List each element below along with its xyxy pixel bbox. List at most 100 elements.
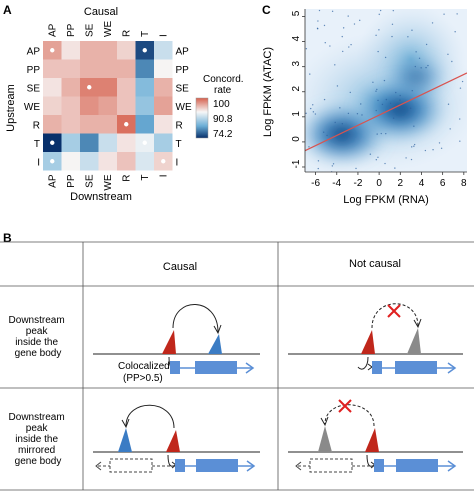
scatter-point — [305, 112, 307, 115]
scatter-point — [377, 156, 379, 158]
x-tick-label: 6 — [440, 178, 446, 189]
scatter-point — [447, 103, 450, 105]
column-header-causal: Causal — [163, 261, 197, 273]
heatmap-cell — [98, 115, 117, 134]
significance-dot — [161, 159, 166, 164]
scatter-point — [456, 13, 458, 15]
upstream-peak — [166, 430, 180, 452]
scatter-point — [377, 50, 379, 53]
scatter-point — [431, 22, 434, 24]
scatter-point — [376, 88, 378, 91]
scatter-point — [347, 112, 350, 115]
scatter-point — [342, 50, 344, 53]
scatter-point — [376, 133, 378, 135]
heatmap-cell — [135, 59, 154, 78]
scatter-point — [392, 9, 395, 12]
upstream-peak — [361, 330, 375, 354]
scatter-point — [305, 48, 308, 50]
heatmap-cell — [43, 78, 62, 97]
x-tick-label: -4 — [332, 178, 341, 189]
heatmap-left-title: Upstream — [5, 84, 17, 132]
heatmap-cell — [135, 115, 154, 134]
scatter-point — [385, 132, 387, 135]
heatmap-cell — [80, 133, 99, 152]
cross-icon — [387, 304, 401, 318]
heatmap-col-label-top: T — [140, 31, 151, 37]
mirrored-gene-block — [309, 458, 353, 473]
significance-dot — [50, 48, 55, 53]
heatmap-cell — [80, 152, 99, 171]
x-axis-label: Log FPKM (RNA) — [343, 194, 429, 206]
scatter-point — [380, 132, 382, 135]
y-tick-label: 5 — [291, 10, 302, 16]
heatmap-col-label-bottom: I — [158, 175, 169, 178]
heatmap-cell — [98, 41, 117, 60]
diagram-row1-causal — [93, 304, 260, 374]
legend-title-2: rate — [214, 85, 232, 96]
heatmap-cell — [43, 59, 62, 78]
heatmap-row-label-left: AP — [27, 46, 41, 57]
scatter-point — [447, 53, 449, 56]
scatter-point — [347, 132, 349, 135]
scatter-point — [309, 107, 312, 110]
heatmap-row-label-left: WE — [24, 102, 40, 113]
significance-dot — [50, 140, 55, 145]
scatter-point — [383, 79, 386, 82]
scatter-point — [342, 27, 345, 29]
heatmap-cell — [61, 41, 80, 60]
scatter-point — [350, 43, 352, 46]
scatter-point — [329, 45, 331, 47]
diagram-row2-not-causal — [288, 399, 463, 473]
diagram-row1-not-causal — [288, 303, 463, 374]
scatter-point — [409, 107, 412, 109]
scatter-point — [395, 91, 397, 94]
scatter-point — [323, 131, 325, 133]
heatmap-col-label-top: R — [121, 30, 132, 37]
heatmap-row-label-left: PP — [27, 65, 41, 76]
scatter-point — [377, 99, 379, 102]
heatmap-cell — [98, 133, 117, 152]
broken-arc — [371, 303, 419, 329]
scatter-point — [308, 146, 310, 148]
broken-arc — [324, 404, 375, 427]
scatter-point — [459, 118, 461, 120]
heatmap-cell — [117, 96, 136, 115]
scatter-point — [384, 56, 387, 59]
heatmap-cell — [154, 59, 173, 78]
row2-description: Downstream peak inside the mirrored gene… — [9, 412, 68, 467]
scatter-point — [425, 43, 428, 46]
scatter-point — [324, 42, 326, 44]
scatter-point — [407, 36, 409, 38]
scatter-point — [317, 167, 319, 170]
scatter-point — [449, 128, 451, 130]
gray-peak — [407, 328, 421, 354]
gene-direction-arrow — [447, 460, 457, 472]
heatmap-col-label-bottom: AP — [47, 174, 58, 188]
heatmap-col-label-top: I — [158, 34, 169, 37]
heatmap-cell — [135, 152, 154, 171]
heatmap-cell — [43, 115, 62, 134]
significance-dot — [50, 159, 55, 164]
scatter-point — [411, 89, 413, 92]
colocalized-arrow — [167, 454, 176, 467]
panel-a-label: A — [3, 3, 12, 17]
heatmap-col-label-top: PP — [66, 23, 77, 37]
gene-block — [372, 361, 382, 374]
scatter-point — [331, 165, 334, 167]
scatter-point — [385, 98, 388, 101]
scatter-point — [401, 105, 404, 108]
colocalized-label: Colocalized (PP>0.5) — [118, 361, 172, 384]
gene-block — [395, 361, 437, 374]
regression-line — [305, 72, 467, 152]
panel-c-label: C — [262, 3, 271, 17]
scatter-point — [451, 60, 453, 63]
downstream-peak — [118, 428, 132, 452]
heatmap-col-label-bottom: WE — [103, 174, 114, 190]
scatter-point — [372, 81, 374, 83]
scatter-point — [341, 123, 344, 125]
heatmap-col-label-bottom: R — [121, 175, 132, 182]
scatter-point — [384, 162, 386, 165]
gene-block — [175, 459, 185, 472]
interaction-arc — [172, 304, 219, 333]
